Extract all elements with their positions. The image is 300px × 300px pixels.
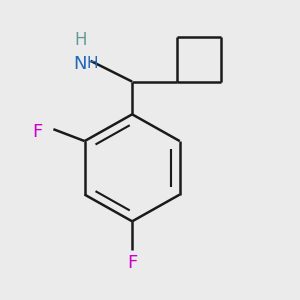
Text: F: F [32,123,42,141]
Text: H: H [74,31,86,49]
Text: F: F [127,254,137,272]
Text: H: H [86,56,98,71]
Text: N: N [74,55,87,73]
